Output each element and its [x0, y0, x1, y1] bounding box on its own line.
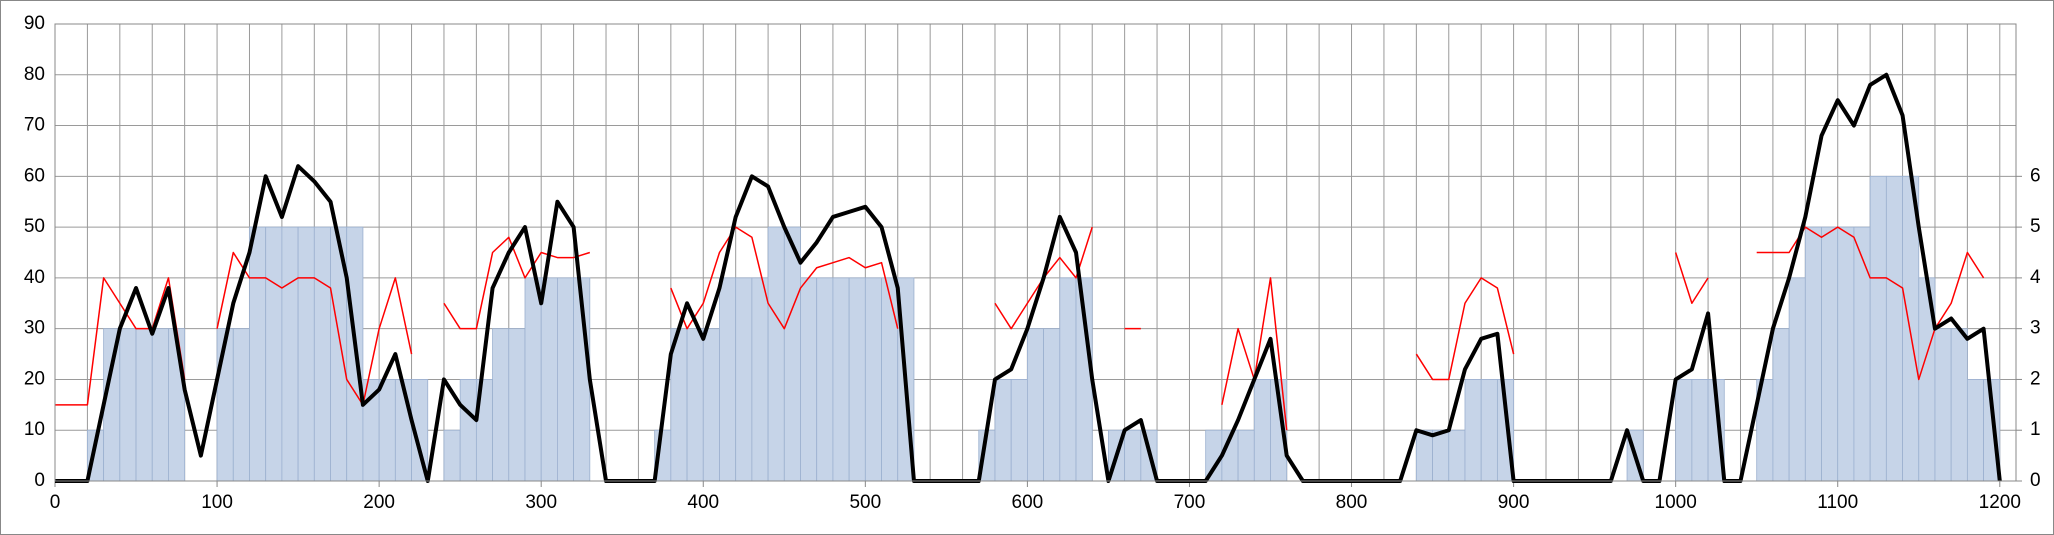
x-tick-label: 800: [1336, 492, 1368, 513]
bar: [1788, 277, 1806, 482]
x-tick-label: 300: [525, 492, 557, 513]
bar: [1059, 277, 1077, 482]
y-tick-label: 60: [24, 165, 45, 186]
bar: [265, 226, 283, 482]
bar: [1966, 379, 1984, 482]
bar: [443, 429, 461, 482]
bar: [1934, 328, 1952, 482]
bar: [1415, 429, 1433, 482]
bar: [751, 277, 769, 482]
bar: [378, 379, 396, 482]
bar: [540, 277, 558, 482]
bar: [816, 277, 834, 482]
bar: [232, 328, 250, 482]
y-tick-label: 90: [24, 13, 45, 34]
bar: [151, 328, 169, 482]
bar: [1821, 226, 1839, 482]
y2-tick-label: 0: [2030, 470, 2041, 491]
bar: [832, 277, 850, 482]
y-tick-label: 80: [24, 64, 45, 85]
bar: [168, 328, 186, 482]
y-tick-label: 0: [34, 470, 45, 491]
x-tick-label: 100: [201, 492, 233, 513]
x-tick-label: 1000: [1655, 492, 1697, 513]
bar: [1480, 379, 1498, 482]
bar: [1837, 226, 1855, 482]
y-tick-label: 40: [24, 267, 45, 288]
bar: [994, 379, 1012, 482]
y2-tick-label: 2: [2030, 368, 2041, 389]
bar: [1869, 175, 1887, 482]
y-tick-label: 30: [24, 318, 45, 339]
bar: [1432, 429, 1450, 482]
bar: [1853, 226, 1871, 482]
bar: [1950, 328, 1968, 482]
x-tick-label: 400: [687, 492, 719, 513]
bar: [848, 277, 866, 482]
bar: [1237, 429, 1255, 482]
bar: [508, 328, 526, 482]
bar: [1885, 175, 1903, 482]
bar: [492, 328, 510, 482]
bar: [103, 328, 121, 482]
bar: [249, 226, 267, 482]
bar: [702, 328, 720, 482]
y2-tick-label: 4: [2030, 267, 2041, 288]
bar: [1124, 429, 1142, 482]
bar: [1464, 379, 1482, 482]
bar: [135, 328, 153, 482]
x-tick-label: 900: [1498, 492, 1530, 513]
bar: [864, 277, 882, 482]
bar: [281, 226, 299, 482]
bar: [459, 379, 477, 482]
bar: [735, 277, 753, 482]
y-tick-label: 70: [24, 115, 45, 136]
bar: [881, 277, 899, 482]
y2-tick-label: 3: [2030, 318, 2041, 339]
y2-tick-label: 5: [2030, 216, 2041, 237]
bar: [524, 277, 542, 482]
bar: [1675, 379, 1693, 482]
bar: [1448, 429, 1466, 482]
plot-border: [54, 23, 2017, 482]
bar: [1010, 379, 1028, 482]
bar: [1804, 226, 1822, 482]
bar: [1772, 328, 1790, 482]
y2-tick-label: 6: [2030, 165, 2041, 186]
x-tick-label: 0: [50, 492, 61, 513]
bar: [1253, 379, 1271, 482]
bar: [686, 328, 704, 482]
bar: [767, 226, 785, 482]
bar: [313, 226, 331, 482]
line: [55, 72, 2002, 483]
bar: [297, 226, 315, 482]
x-tick-label: 500: [849, 492, 881, 513]
bar: [800, 277, 818, 482]
x-tick-label: 700: [1174, 492, 1206, 513]
bar: [1691, 379, 1709, 482]
bar: [1026, 328, 1045, 482]
bar: [719, 277, 737, 482]
y2-tick-label: 1: [2030, 419, 2041, 440]
x-tick-label: 600: [1012, 492, 1044, 513]
y-tick-label: 10: [24, 419, 45, 440]
bar: [1205, 429, 1223, 482]
y-tick-label: 50: [24, 216, 45, 237]
bar: [557, 277, 575, 482]
bar: [119, 328, 137, 482]
x-tick-label: 1200: [1979, 492, 2021, 513]
y-tick-label: 20: [24, 368, 45, 389]
bar: [783, 226, 801, 482]
bar: [216, 328, 234, 482]
x-tick-label: 200: [363, 492, 395, 513]
bar: [1043, 328, 1061, 482]
x-tick-label: 1100: [1817, 492, 1858, 513]
